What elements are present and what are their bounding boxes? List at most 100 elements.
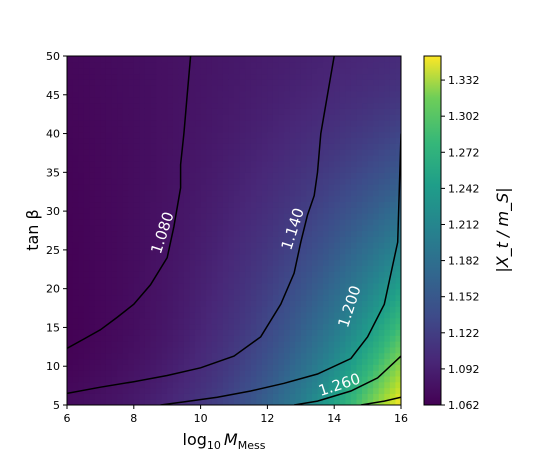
heatmap-cell — [272, 85, 280, 92]
heatmap-cell — [72, 375, 79, 383]
heatmap-cell — [345, 73, 352, 80]
heatmap-cell — [172, 137, 179, 144]
heatmap-cell — [334, 73, 341, 80]
heatmap-cell — [295, 172, 302, 179]
heatmap-cell — [306, 294, 313, 301]
heatmap-cell — [178, 90, 185, 98]
heatmap-cell — [389, 282, 397, 290]
x-tick-label: 8 — [130, 412, 137, 425]
heatmap-cell — [189, 79, 196, 86]
heatmap-cell — [222, 114, 230, 121]
heatmap-cell — [200, 294, 207, 301]
heatmap-cell — [311, 137, 319, 144]
heatmap-cell — [306, 73, 313, 80]
heatmap-cell — [217, 335, 224, 342]
heatmap-cell — [245, 79, 252, 86]
heatmap-cell — [217, 224, 224, 232]
heatmap-cell — [217, 288, 224, 296]
heatmap-cell — [156, 300, 163, 307]
heatmap-cell — [217, 85, 224, 92]
heatmap-cell — [228, 288, 235, 296]
heatmap-cell — [200, 137, 207, 144]
heatmap-cell — [122, 213, 129, 220]
heatmap-cell — [384, 183, 391, 191]
heatmap-cell — [83, 317, 90, 325]
heatmap-cell — [295, 271, 302, 278]
heatmap-cell — [289, 352, 296, 360]
heatmap-cell — [189, 85, 196, 92]
heatmap-cell — [239, 300, 246, 307]
heatmap-cell — [350, 160, 358, 168]
heatmap-cell — [367, 253, 374, 261]
heatmap-cell — [133, 393, 140, 400]
heatmap-cell — [211, 364, 218, 371]
heatmap-cell — [111, 143, 118, 150]
heatmap-cell — [67, 189, 74, 197]
heatmap-cell — [339, 230, 346, 237]
heatmap-cell — [105, 317, 113, 325]
heatmap-cell — [200, 160, 207, 168]
heatmap-cell — [239, 323, 246, 330]
heatmap-cell — [128, 300, 135, 307]
heatmap-cell — [345, 370, 352, 377]
heatmap-cell — [206, 399, 213, 405]
heatmap-cell — [105, 230, 113, 237]
heatmap-cell — [395, 288, 401, 296]
heatmap-cell — [206, 277, 213, 284]
heatmap-cell — [362, 201, 369, 208]
heatmap-cell — [150, 189, 157, 197]
heatmap-cell — [100, 300, 107, 307]
heatmap-cell — [217, 311, 224, 319]
heatmap-cell — [150, 125, 157, 133]
heatmap-cell — [217, 346, 224, 354]
heatmap-cell — [105, 399, 113, 405]
heatmap-cell — [234, 230, 241, 237]
heatmap-cell — [272, 154, 280, 162]
heatmap-cell — [211, 346, 218, 354]
heatmap-cell — [67, 201, 74, 208]
heatmap-cell — [328, 166, 335, 173]
heatmap-cell — [139, 364, 146, 371]
heatmap-cell — [300, 102, 307, 109]
heatmap-cell — [67, 358, 74, 365]
heatmap-cell — [206, 73, 213, 80]
heatmap-cell — [378, 172, 385, 179]
heatmap-cell — [211, 370, 218, 377]
heatmap-cell — [334, 119, 341, 127]
heatmap-cell — [384, 218, 391, 226]
heatmap-cell — [300, 61, 307, 69]
heatmap-cell — [217, 265, 224, 272]
heatmap-cell — [200, 381, 207, 389]
heatmap-cell — [167, 213, 174, 220]
heatmap-cell — [350, 85, 358, 92]
heatmap-cell — [339, 218, 346, 226]
heatmap-cell — [317, 160, 324, 168]
heatmap-cell — [161, 265, 168, 272]
heatmap-cell — [339, 300, 346, 307]
heatmap-cell — [217, 213, 224, 220]
heatmap-cell — [67, 119, 74, 127]
heatmap-cell — [373, 306, 380, 313]
heatmap-cell — [105, 259, 113, 266]
heatmap-cell — [256, 329, 263, 336]
heatmap-cell — [256, 282, 263, 290]
heatmap-cell — [89, 114, 96, 121]
heatmap-cell — [111, 79, 118, 86]
heatmap-cell — [317, 393, 324, 400]
heatmap-cell — [362, 160, 369, 168]
heatmap-cell — [323, 294, 330, 301]
heatmap-cell — [356, 131, 363, 139]
heatmap-cell — [389, 160, 397, 168]
heatmap-cell — [105, 119, 113, 127]
heatmap-cell — [189, 259, 196, 266]
y-tick-label: 45 — [46, 89, 60, 102]
heatmap-cell — [323, 143, 330, 150]
heatmap-cell — [250, 230, 257, 237]
heatmap-cell — [284, 67, 291, 75]
heatmap-cell — [178, 213, 185, 220]
heatmap-cell — [334, 108, 341, 115]
heatmap-cell — [189, 160, 196, 168]
heatmap-cell — [206, 230, 213, 237]
heatmap-cell — [328, 346, 335, 354]
heatmap-cell — [217, 247, 224, 255]
